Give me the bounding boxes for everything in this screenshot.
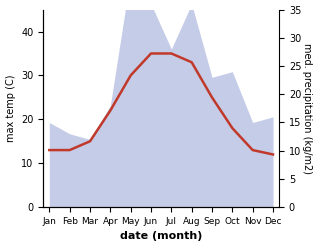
Y-axis label: med. precipitation (kg/m2): med. precipitation (kg/m2) bbox=[302, 43, 313, 174]
X-axis label: date (month): date (month) bbox=[120, 231, 202, 242]
Y-axis label: max temp (C): max temp (C) bbox=[5, 75, 16, 142]
